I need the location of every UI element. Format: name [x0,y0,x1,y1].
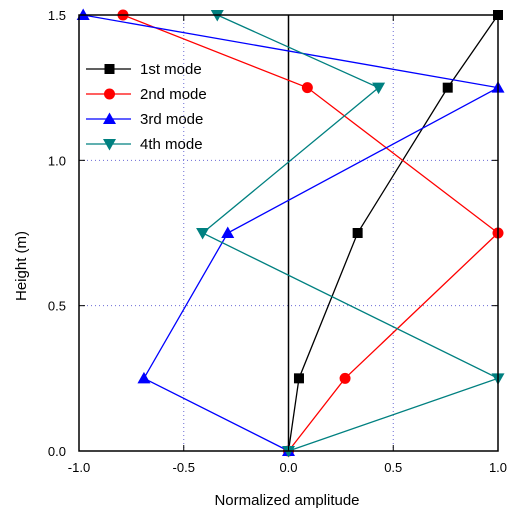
legend: 1st mode 2nd mode 3rd mode 4th mode [86,61,207,153]
legend-marker [103,139,116,151]
series-1 [283,10,503,456]
legend-item: 4th mode [86,136,203,153]
x-tick-label: -1.0 [68,460,90,475]
y-tick-label: 1.5 [48,8,66,23]
data-point [221,226,235,238]
legend-item: 3rd mode [86,111,203,128]
legend-marker [103,112,116,124]
series-line [287,14,499,452]
legend-label: 2nd mode [140,86,207,103]
legend-marker [104,64,115,74]
data-point [196,228,210,240]
data-point [339,372,351,384]
y-tick-label: 0.0 [48,444,66,459]
x-tick-label: -0.5 [173,460,195,475]
series-layer [76,8,505,458]
x-axis: -1.0 -0.5 0.0 0.5 1.0 [68,15,507,475]
y-axis: 0.0 0.5 1.0 1.5 [48,8,498,459]
data-point [293,373,304,384]
x-tick-label: 1.0 [489,460,507,475]
legend-label: 4th mode [140,136,203,153]
series-4 [196,10,505,458]
x-tick-label: 0.5 [384,460,402,475]
legend-label: 1st mode [140,61,202,78]
series-line [122,14,500,452]
data-point [301,82,313,94]
data-point [352,228,363,238]
legend-label: 3rd mode [140,111,203,128]
legend-item: 2nd mode [86,86,207,103]
y-tick-label: 0.5 [48,299,66,314]
grid-lines [79,15,498,451]
x-axis-title: Normalized amplitude [214,492,359,509]
legend-marker [104,88,115,100]
y-tick-label: 1.0 [48,153,66,168]
data-point [372,82,386,95]
data-point [442,82,453,93]
y-axis-title: Height (m) [13,231,30,301]
x-tick-label: 0.0 [279,460,297,475]
legend-item: 1st mode [86,61,202,78]
data-point [137,371,151,384]
